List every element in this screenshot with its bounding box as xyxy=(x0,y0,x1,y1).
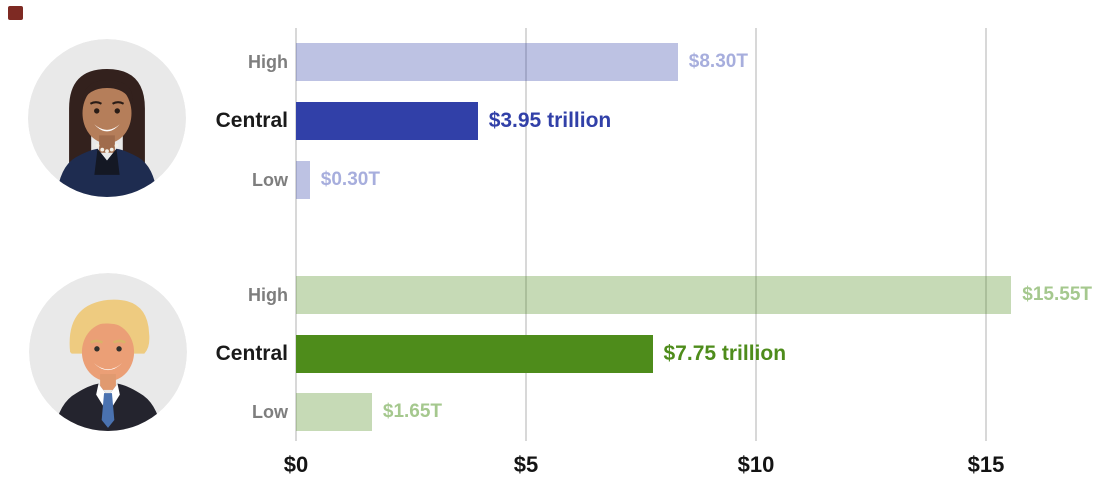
gridline-$15 xyxy=(985,28,987,441)
x-axis-tick-$0: $0 xyxy=(283,452,309,477)
value-label-trump-low: $1.65T xyxy=(382,401,443,422)
gridline-$10 xyxy=(755,28,757,441)
category-label-harris-high: High xyxy=(248,52,288,72)
bar-trump-central xyxy=(296,334,653,373)
bar-harris-central xyxy=(296,102,478,140)
red-marker-square xyxy=(8,6,23,20)
trump-portrait-illustration xyxy=(29,273,187,431)
value-label-harris-central: $3.95 trillion xyxy=(488,109,612,132)
bar-trump-high xyxy=(296,276,1012,314)
harris-portrait-illustration xyxy=(28,39,186,197)
x-axis-tick-$15: $15 xyxy=(967,452,1005,477)
value-label-harris-high: $8.30T xyxy=(688,51,748,72)
value-label-trump-high: $15.55T xyxy=(1022,284,1093,305)
x-axis-tick-$10: $10 xyxy=(737,452,775,477)
gridline-$0 xyxy=(295,28,297,441)
value-label-harris-low: $0.30T xyxy=(320,169,380,190)
x-axis-tick-$5: $5 xyxy=(513,452,539,477)
bar-harris-high xyxy=(296,43,678,81)
gridline-$5 xyxy=(525,28,527,441)
category-label-harris-central: Central xyxy=(215,109,288,132)
bar-trump-low xyxy=(296,393,372,431)
category-label-trump-high: High xyxy=(248,285,288,305)
harris-avatar xyxy=(28,39,186,197)
category-label-trump-low: Low xyxy=(252,402,288,422)
category-label-harris-low: Low xyxy=(252,170,288,190)
bar-harris-low xyxy=(296,161,310,199)
category-label-trump-central: Central xyxy=(215,341,288,365)
trump-avatar xyxy=(29,273,187,431)
value-label-trump-central: $7.75 trillion xyxy=(663,341,787,365)
